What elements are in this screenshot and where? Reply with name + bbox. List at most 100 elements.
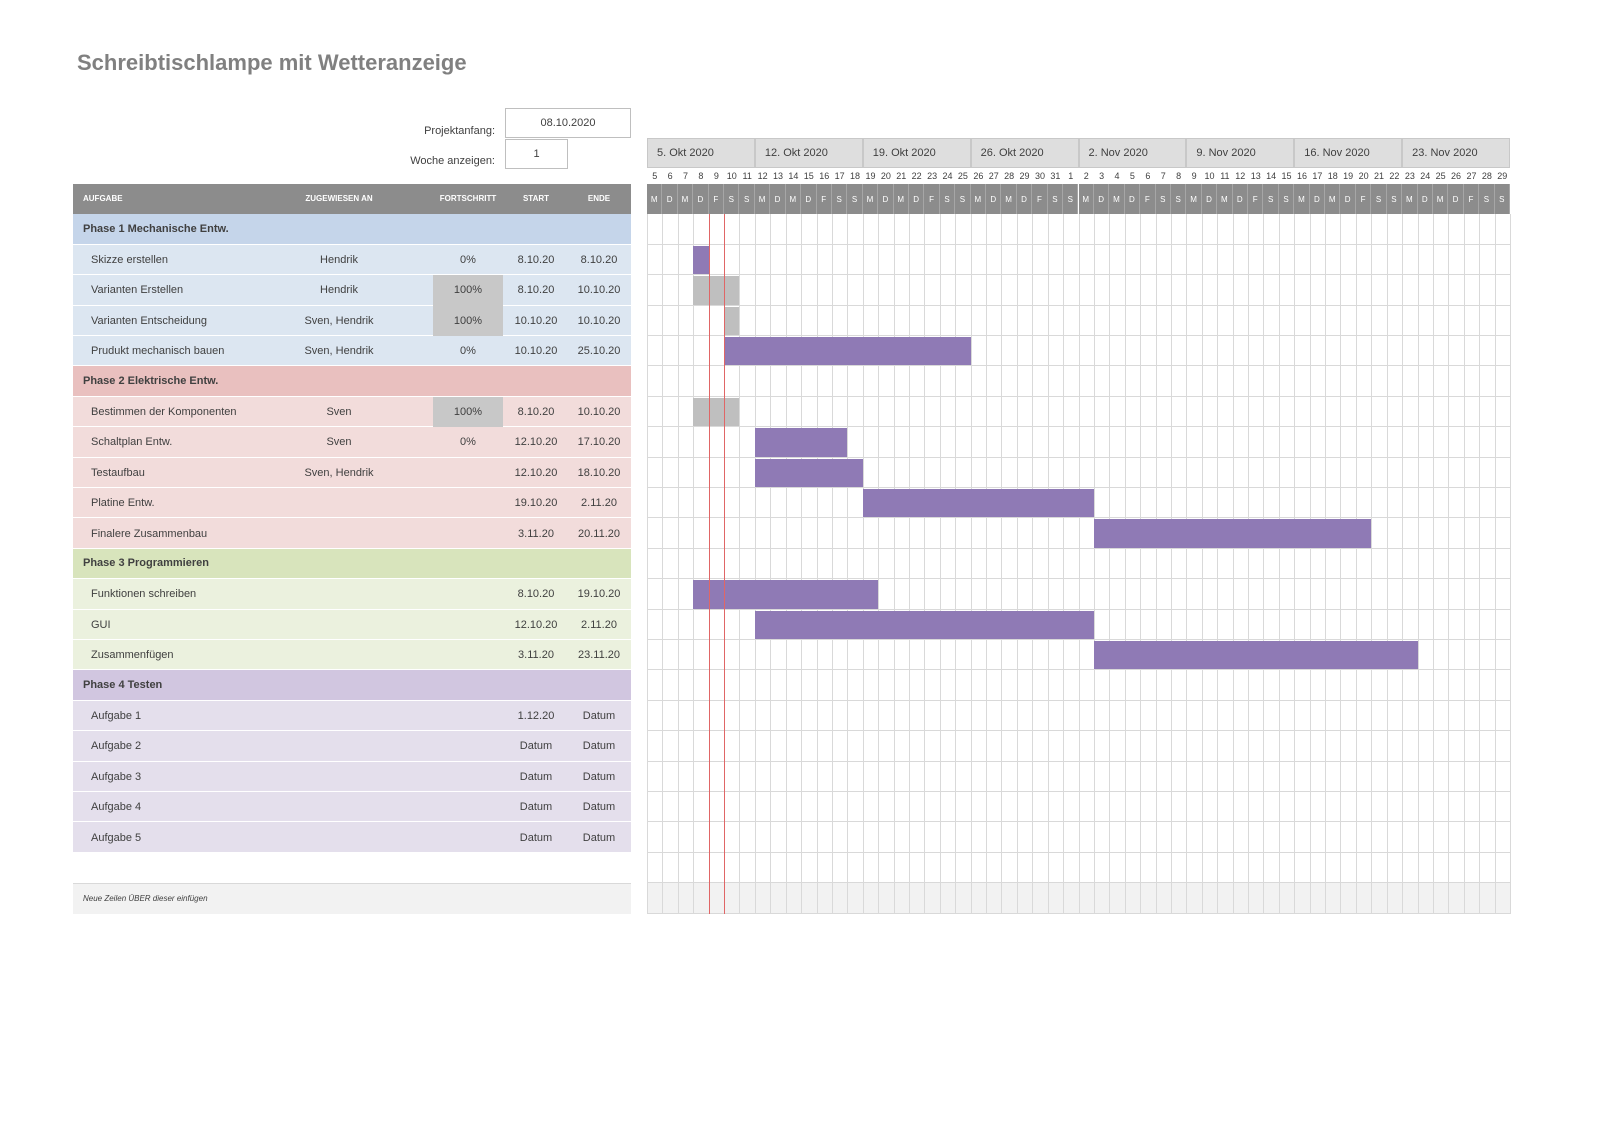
weekday: F xyxy=(1140,184,1156,215)
task-row xyxy=(73,761,631,792)
day-number: 22 xyxy=(1389,171,1400,181)
grid-line xyxy=(1371,214,1373,914)
grid-line xyxy=(847,214,849,914)
weekday: F xyxy=(708,184,725,215)
task: Schaltplan Entw. xyxy=(91,436,173,449)
task-row xyxy=(73,244,631,276)
task-row xyxy=(73,731,631,762)
task: Bestimmen der Komponenten xyxy=(91,405,237,418)
progress: 0% xyxy=(460,436,476,449)
column-header: START xyxy=(522,194,550,204)
weekday: D xyxy=(1093,184,1110,215)
weekday: S xyxy=(1371,184,1387,215)
start: 1.12.20 xyxy=(517,709,555,722)
grid-line xyxy=(1494,214,1496,914)
day-number: 12 xyxy=(757,171,768,181)
grid-line xyxy=(1325,214,1327,914)
weekday: D xyxy=(662,184,678,215)
gantt-bar xyxy=(1093,519,1372,548)
day-number: 2 xyxy=(1083,171,1089,181)
weekday: D xyxy=(693,184,709,215)
end: 17.10.20 xyxy=(577,436,621,449)
weekday: S xyxy=(1155,184,1171,215)
end: Datum xyxy=(582,740,616,753)
day-number: 8 xyxy=(698,171,704,181)
start: 19.10.20 xyxy=(514,497,558,510)
day-number: 25 xyxy=(957,171,968,181)
day-number: 29 xyxy=(1497,171,1508,181)
weekday: M xyxy=(1432,184,1449,215)
grid-line xyxy=(1232,214,1234,914)
weekday: M xyxy=(1217,184,1233,215)
grid-line xyxy=(1186,214,1188,914)
task: Funktionen schreiben xyxy=(91,588,197,601)
grid-line xyxy=(816,214,818,914)
start: 12.10.20 xyxy=(514,436,558,449)
grid-line xyxy=(754,214,756,914)
day-number: 19 xyxy=(1343,171,1354,181)
project-start-input[interactable]: 08.10.2020 xyxy=(505,108,631,138)
end: 10.10.20 xyxy=(577,405,621,418)
weekday: F xyxy=(1355,184,1372,215)
grid-line xyxy=(893,214,895,914)
gantt-bar xyxy=(693,397,740,427)
assigned: Sven, Hendrik xyxy=(304,314,374,327)
grid-line xyxy=(1432,214,1434,914)
task: Aufgabe 2 xyxy=(91,740,142,753)
assigned: Hendrik xyxy=(320,284,358,297)
grid-line xyxy=(1109,214,1111,914)
phase-row: Phase 2 Elektrische Entw. xyxy=(73,366,631,397)
weekday: S xyxy=(1263,184,1279,215)
day-number: 14 xyxy=(1266,171,1277,181)
day-number: 10 xyxy=(1204,171,1215,181)
day-number: 10 xyxy=(726,171,737,181)
day-number: 6 xyxy=(1145,171,1151,181)
end: 10.10.20 xyxy=(577,284,621,297)
end: 2.11.20 xyxy=(581,618,617,631)
grid-line xyxy=(1263,214,1265,914)
day-number: 17 xyxy=(834,171,845,181)
task: Varianten Entscheidung xyxy=(91,314,207,327)
weekday: S xyxy=(847,184,863,215)
grid-line xyxy=(1201,214,1203,914)
weekday: S xyxy=(939,184,956,215)
grid-line xyxy=(878,214,880,914)
end: 20.11.20 xyxy=(577,527,620,540)
day-number: 8 xyxy=(1176,171,1182,181)
grid-line xyxy=(1294,214,1296,914)
weekday: M xyxy=(754,184,771,215)
progress: 100% xyxy=(433,305,503,336)
assigned: Sven, Hendrik xyxy=(304,345,374,358)
end: Datum xyxy=(582,770,616,783)
weekday: D xyxy=(1016,184,1033,215)
day-number: 19 xyxy=(865,171,876,181)
grid-line xyxy=(647,214,648,914)
weekday: M xyxy=(1078,184,1094,215)
weekday: S xyxy=(1063,184,1079,215)
gantt-bar xyxy=(724,337,971,366)
task: Aufgabe 4 xyxy=(91,801,142,814)
day-number: 11 xyxy=(1220,171,1230,181)
weekday: S xyxy=(831,184,848,215)
week-input[interactable]: 1 xyxy=(505,139,568,169)
start: 3.11.20 xyxy=(518,527,554,540)
end: 25.10.20 xyxy=(577,345,621,358)
day-number: 3 xyxy=(1099,171,1105,181)
project-start-label: Projektanfang: xyxy=(424,125,495,137)
grid-line xyxy=(1124,214,1126,914)
day-number: 18 xyxy=(1327,171,1338,181)
grid-line xyxy=(1278,214,1280,914)
start: Datum xyxy=(519,801,553,814)
assigned: Sven xyxy=(326,405,352,418)
day-number: 21 xyxy=(896,171,907,181)
assigned: Sven, Hendrik xyxy=(304,466,374,479)
start: Datum xyxy=(519,831,553,844)
task: Platine Entw. xyxy=(91,497,155,510)
grid-line xyxy=(662,214,664,914)
start: 8.10.20 xyxy=(517,284,555,297)
day-number: 9 xyxy=(1191,171,1197,181)
day-number: 6 xyxy=(667,171,673,181)
task-row xyxy=(73,427,631,458)
day-number: 21 xyxy=(1373,171,1384,181)
